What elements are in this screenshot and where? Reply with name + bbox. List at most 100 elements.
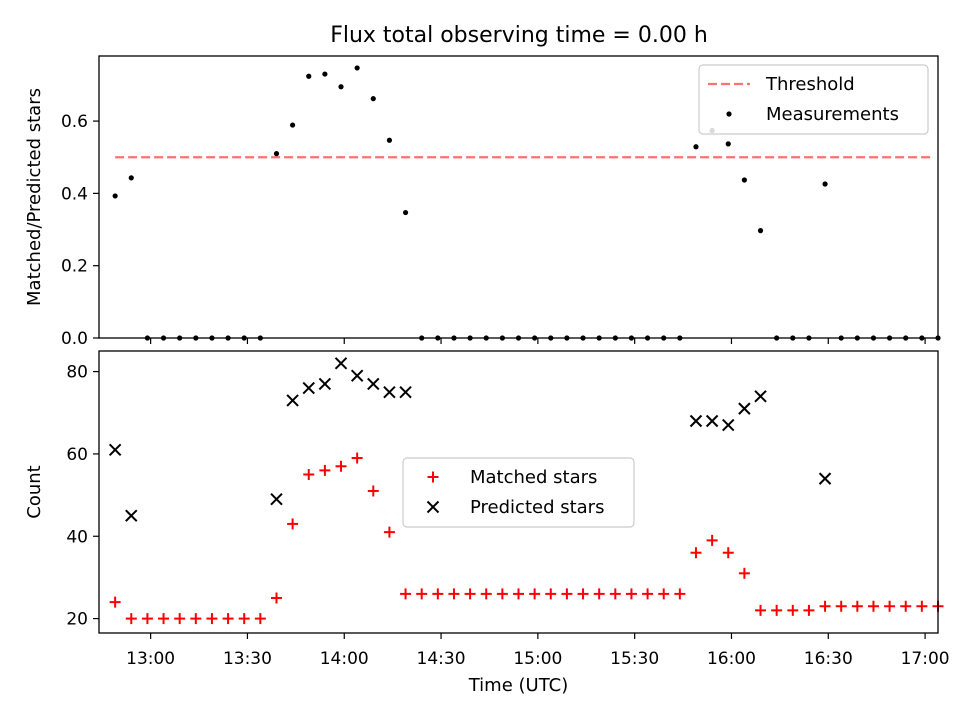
matched-stars-point: [109, 596, 121, 608]
matched-stars-point: [254, 613, 266, 625]
legend-item: Measurements: [726, 104, 899, 125]
matched-stars-point: [480, 588, 492, 600]
ratio-x-ticks: [150, 338, 926, 344]
measurements-point: [741, 177, 747, 183]
y-tick-label: 0.4: [61, 184, 88, 204]
matched-stars-point: [561, 588, 573, 600]
predicted-stars-point: [689, 414, 703, 428]
measurements-point: [693, 144, 699, 150]
figure-title: Flux total observing time = 0.00 h: [330, 23, 708, 48]
legend-box: [402, 457, 635, 528]
matched-stars-point: [738, 567, 750, 579]
predicted-stars-point: [334, 357, 348, 370]
matched-stars-point: [803, 604, 815, 616]
matched-stars-point: [416, 588, 428, 600]
matched-stars-point: [190, 613, 202, 625]
predicted-stars-point: [367, 377, 380, 391]
legend-label: Threshold: [765, 74, 855, 95]
predicted-stars-point: [318, 377, 332, 391]
y-tick-label: 0.0: [61, 329, 88, 349]
matched-stars-point: [141, 613, 153, 625]
matched-stars-point: [916, 600, 928, 612]
matched-stars-point: [674, 588, 686, 600]
measurements-point: [725, 141, 731, 147]
legend-box: [698, 64, 929, 135]
x-tick-label: 13:00: [126, 649, 175, 669]
matched-stars-point: [771, 604, 783, 616]
measurements-point: [273, 151, 280, 157]
count-axes-frame: [98, 350, 939, 634]
matched-stars-point: [174, 613, 186, 625]
matched-stars-point: [835, 600, 847, 612]
legend-key: [426, 500, 440, 514]
matched-stars-point: [303, 469, 315, 481]
count-x-axis-label: Time (UTC): [468, 675, 569, 696]
x-tick-label: 15:00: [513, 649, 562, 669]
y-tick-label: 80: [66, 363, 88, 383]
count-plot-area: [108, 357, 944, 625]
measurements-point: [402, 209, 409, 216]
matched-stars-point: [787, 604, 799, 616]
matched-stars-point: [819, 600, 831, 612]
measurements-point: [112, 193, 118, 199]
measurements-point: [306, 73, 312, 79]
predicted-stars-point: [270, 492, 283, 506]
predicted-stars-point: [738, 402, 751, 415]
ratio-y-ticks: 0.0 0.2 0.4 0.6: [61, 112, 99, 349]
matched-stars-point: [658, 588, 670, 600]
ratio-panel: 0.0 0.2 0.4 0.6 Matched/Predicted stars Thr…: [24, 55, 941, 349]
matched-stars-point: [464, 588, 476, 600]
matched-stars-point: [367, 485, 379, 497]
y-tick-label: 60: [66, 445, 88, 465]
matched-stars-point: [722, 547, 734, 559]
x-tick-label: 15:30: [610, 649, 659, 669]
matched-stars-point: [690, 547, 702, 559]
matched-stars-point: [625, 588, 637, 600]
matched-stars-point: [593, 588, 605, 600]
matched-stars-point: [432, 588, 444, 600]
count-x-ticks: 13:00 13:30 14:00 14:30 15:00 15:30 16:00 16:30…: [126, 633, 950, 669]
matched-stars-point: [270, 592, 282, 604]
predicted-stars-point: [399, 385, 412, 399]
matched-stars-point: [125, 613, 137, 625]
predicted-stars-point: [286, 394, 299, 407]
matched-stars-point: [609, 588, 621, 600]
matched-stars-point: [222, 613, 234, 625]
count-y-axis-label: Count: [24, 465, 45, 518]
predicted-stars-point: [383, 385, 396, 399]
legend-label: Predicted stars: [470, 497, 604, 518]
measurements-point: [757, 228, 764, 234]
legend-item: Predicted stars: [426, 497, 604, 518]
matched-stars-point: [642, 588, 654, 600]
measurements-point: [386, 137, 393, 143]
predicted-stars-point: [350, 369, 364, 382]
matched-stars-point: [513, 588, 524, 600]
matched-stars-point: [867, 600, 879, 612]
matched-stars-point: [383, 526, 395, 538]
ratio-axes-frame: [98, 55, 939, 339]
predicted-stars-point: [705, 414, 719, 428]
matched-stars-point: [206, 613, 218, 625]
count-y-ticks: 20 40 60 80: [66, 363, 99, 630]
measurements-point: [354, 65, 360, 71]
ratio-legend: Threshold Measurements: [698, 64, 929, 135]
x-tick-label: 17:00: [901, 649, 950, 669]
y-tick-label: 20: [66, 610, 88, 630]
ratio-plot-area: [112, 65, 941, 341]
matched-stars-point: [755, 604, 767, 616]
legend-key: [427, 471, 439, 483]
measurements-point: [370, 96, 376, 102]
measurements-point: [128, 175, 134, 181]
predicted-stars-point: [125, 509, 138, 522]
predicted-stars-point: [108, 443, 122, 457]
count-legend: Matched stars Predicted stars: [402, 457, 635, 528]
matched-stars-point: [319, 464, 331, 476]
measurements-point: [290, 122, 296, 128]
matched-stars-point: [529, 588, 541, 600]
legend-item: Threshold: [708, 74, 855, 95]
predicted-stars-point: [302, 381, 315, 395]
predicted-stars-point: [722, 418, 735, 432]
ratio-y-axis-label: Matched/Predicted stars: [24, 88, 45, 306]
